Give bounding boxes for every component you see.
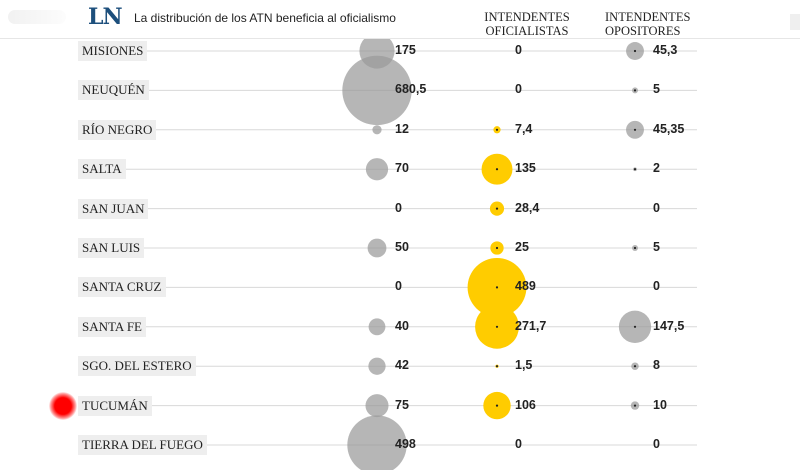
scroll-stub [790, 14, 800, 30]
province-label: SANTA CRUZ [78, 277, 166, 298]
bubble-center-dot [495, 128, 499, 131]
bubble-center-dot [495, 365, 499, 368]
value-oficialistas: 28,4 [515, 200, 540, 215]
value-total: 498 [395, 437, 416, 451]
column-header-oficialistas-text: INTENDENTES OFICIALISTAS [484, 10, 570, 38]
value-opositores: 10 [653, 397, 667, 412]
bubble-center-dot [633, 49, 637, 53]
value-oficialistas: 0 [515, 82, 522, 97]
bubble-center-dot [633, 365, 637, 368]
province-label: SALTA [78, 159, 126, 180]
bubble-total[interactable] [365, 394, 389, 418]
bubble-center-dot [495, 325, 499, 328]
value-opositores: 2 [653, 161, 660, 176]
bubble-center-dot [633, 89, 637, 92]
value-opositores: 0 [653, 279, 660, 294]
value-oficialistas: 7,4 [515, 121, 533, 136]
highlight-marker [49, 391, 77, 420]
province-label: TUCUMÁN [78, 395, 152, 416]
value-oficialistas: 0 [515, 437, 522, 451]
value-total: 50 [395, 240, 409, 254]
value-opositores: 0 [653, 200, 660, 215]
bubble-total[interactable] [347, 415, 407, 470]
value-total: 40 [395, 318, 409, 333]
bubble-center-dot [495, 404, 499, 407]
bubble-center-dot [633, 246, 637, 250]
bubble-total[interactable] [342, 55, 412, 126]
bubble-total[interactable] [365, 158, 389, 181]
bubble-center-dot [633, 128, 637, 131]
bubble-total[interactable] [367, 238, 387, 258]
value-total: 0 [395, 279, 402, 294]
value-oficialistas: 0 [515, 43, 522, 57]
province-label: SGO. DEL ESTERO [78, 356, 196, 377]
value-opositores: 0 [653, 437, 660, 451]
value-opositores: 45,35 [653, 121, 685, 136]
value-total: 42 [395, 358, 409, 373]
column-header-oficialistas: INTENDENTES OFICIALISTAS [472, 10, 582, 38]
column-header-opositores-text: INTENDENTES OPOSITORES [605, 10, 691, 38]
value-opositores: 45,3 [653, 43, 678, 57]
value-total: 680,5 [395, 82, 427, 97]
value-opositores: 147,5 [653, 318, 685, 333]
ln-logo[interactable]: LN [88, 4, 123, 30]
header-bar: LN La distribución de los ATN beneficia … [0, 0, 800, 39]
value-opositores: 8 [653, 358, 660, 373]
province-label: RÍO NEGRO [78, 119, 157, 140]
bubble-center-dot [633, 168, 637, 171]
province-label: SANTA FE [78, 316, 146, 337]
value-total: 75 [395, 397, 409, 412]
province-label: SAN LUIS [78, 238, 145, 258]
faded-logo [8, 10, 66, 24]
bubble-center-dot [495, 168, 499, 171]
value-oficialistas: 25 [515, 240, 529, 254]
province-label: NEUQUÉN [78, 80, 149, 101]
value-oficialistas: 135 [515, 161, 536, 176]
value-oficialistas: 106 [515, 397, 536, 412]
province-label: TIERRA DEL FUEGO [78, 435, 207, 455]
value-total: 12 [395, 121, 409, 136]
bubble-center-dot [495, 286, 499, 289]
value-oficialistas: 489 [515, 279, 536, 294]
value-opositores: 5 [653, 240, 660, 254]
province-label: SAN JUAN [78, 198, 149, 219]
page-title: La distribución de los ATN beneficia al … [134, 11, 396, 25]
column-header-opositores: INTENDENTES OPOSITORES [605, 10, 715, 38]
value-total: 70 [395, 161, 409, 176]
bubble-total[interactable] [372, 125, 382, 135]
bubble-total[interactable] [368, 318, 386, 336]
province-label: MISIONES [78, 41, 148, 61]
bubble-center-dot [495, 207, 499, 210]
bubble-center-dot [495, 246, 499, 250]
bubble-center-dot [633, 404, 637, 407]
value-opositores: 5 [653, 82, 660, 97]
bubble-center-dot [633, 325, 637, 328]
bubble-total[interactable] [368, 357, 386, 375]
value-total: 175 [395, 43, 416, 57]
value-oficialistas: 271,7 [515, 318, 547, 333]
value-total: 0 [395, 200, 402, 215]
value-oficialistas: 1,5 [515, 358, 533, 373]
